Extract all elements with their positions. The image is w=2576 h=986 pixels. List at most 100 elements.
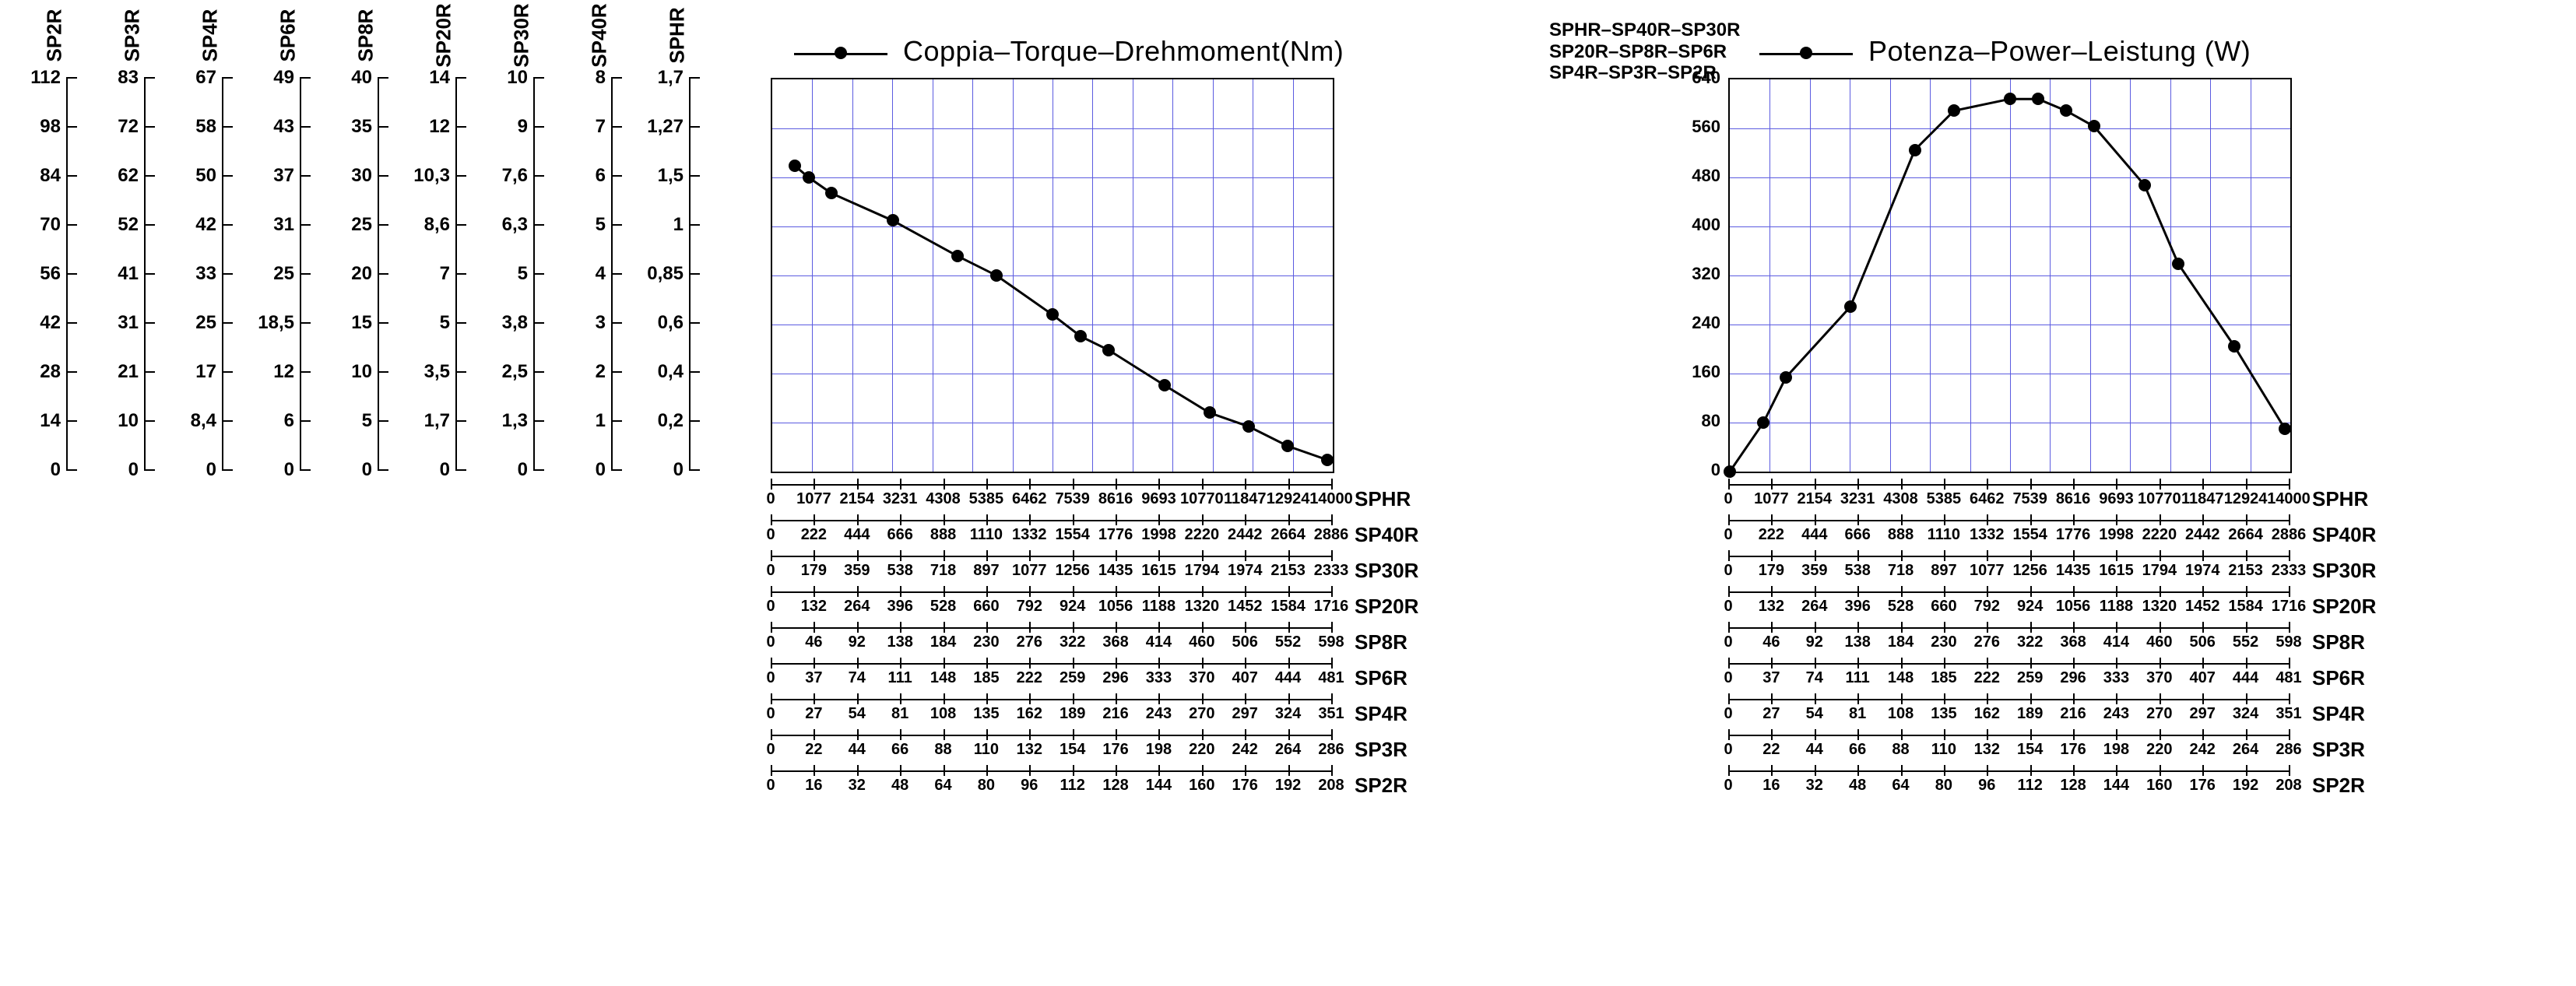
y-tick-label: 31 <box>118 312 139 334</box>
x-tick-mark <box>1202 479 1204 489</box>
x-tick-label: 230 <box>973 633 999 651</box>
x-tick-mark <box>2030 693 2032 704</box>
x-tick-mark <box>2073 479 2075 489</box>
x-tick-label: 0 <box>766 669 775 687</box>
data-point <box>2279 423 2291 435</box>
x-axis-sp2r: 0163248648096112128144160176192208SP2R <box>771 763 1440 798</box>
x-tick-mark <box>1245 479 1246 489</box>
x-tick-mark <box>1202 693 1204 704</box>
x-tick-label: 666 <box>887 526 912 544</box>
x-tick-mark <box>2246 622 2247 633</box>
x-tick-mark <box>2246 514 2247 525</box>
y-tick-label: 1,27 <box>647 116 684 138</box>
y-tick-label: 72 <box>118 116 139 138</box>
x-axis-sp20r: 0132264396528660792924105611881320145215… <box>1728 584 2398 619</box>
x-tick-label: 370 <box>2146 669 2172 687</box>
x-tick-mark <box>1073 729 1074 740</box>
x-tick-label: 1056 <box>1098 598 1133 616</box>
y-tick-label: 33 <box>195 263 216 285</box>
y-tick-label: 8,4 <box>191 410 216 432</box>
x-tick-mark <box>1728 729 1730 740</box>
y-tick-label: 0 <box>1682 460 1720 480</box>
x-tick-label: 481 <box>1318 669 1344 687</box>
x-tick-mark <box>814 729 815 740</box>
y-tick-label: 8 <box>596 67 606 89</box>
x-tick-label: 1256 <box>1055 562 1090 580</box>
data-point <box>990 269 1003 282</box>
data-point <box>1281 440 1294 452</box>
x-tick-mark <box>1728 693 1730 704</box>
x-tick-label: 2886 <box>1314 526 1349 544</box>
x-tick-mark <box>2202 658 2204 668</box>
y-tick-mark <box>300 371 311 373</box>
x-tick-label: 481 <box>2276 669 2301 687</box>
x-tick-label: 64 <box>1892 777 1909 795</box>
x-tick-mark <box>944 729 945 740</box>
x-tick-label: 96 <box>1021 777 1038 795</box>
x-tick-mark <box>1029 550 1031 561</box>
x-tick-label: 110 <box>1931 741 1956 759</box>
x-tick-mark <box>1331 693 1333 704</box>
x-tick-mark <box>771 693 772 704</box>
x-tick-mark <box>1815 479 1816 489</box>
y-tick-label: 56 <box>40 263 61 285</box>
x-tick-label: 7539 <box>2012 490 2047 508</box>
x-tick-label: 407 <box>2190 669 2216 687</box>
x-tick-label: 92 <box>849 633 866 651</box>
x-tick-label: 44 <box>1806 741 1823 759</box>
x-tick-label: 538 <box>887 562 912 580</box>
x-axis-name: SP30R <box>1355 559 1418 583</box>
y-tick-label: 67 <box>195 67 216 89</box>
x-tick-mark <box>2289 514 2290 525</box>
x-tick-mark <box>1944 658 1945 668</box>
x-tick-label: 1615 <box>2099 562 2134 580</box>
data-point <box>1909 144 1921 156</box>
y-tick-label: 4 <box>596 263 606 285</box>
x-tick-mark <box>1288 550 1290 561</box>
power-legend-text: SPHR–SP40R–SP30RSP20R–SP8R–SP6RSP4R–SP3R… <box>1549 19 1740 84</box>
x-tick-label: 216 <box>1102 705 1128 723</box>
x-tick-label: 460 <box>1189 633 1214 651</box>
x-tick-mark <box>986 622 988 633</box>
y-scale-sp8r: SP8R4035302520151050 <box>327 23 405 475</box>
x-tick-mark <box>1288 622 1290 633</box>
y-tick-mark <box>222 273 233 275</box>
y-tick-mark <box>300 224 311 226</box>
x-tick-mark <box>1728 765 1730 776</box>
y-tick-mark <box>689 77 700 79</box>
x-tick-label: 32 <box>1806 777 1823 795</box>
x-tick-label: 2664 <box>2228 526 2263 544</box>
x-tick-mark <box>1288 765 1290 776</box>
x-tick-mark <box>1857 658 1859 668</box>
y-tick-label: 14 <box>429 67 450 89</box>
x-tick-label: 1584 <box>1270 598 1306 616</box>
y-tick-mark <box>611 322 622 324</box>
x-tick-mark <box>2160 514 2161 525</box>
x-tick-mark <box>1331 514 1333 525</box>
y-tick-label: 17 <box>195 361 216 383</box>
x-tick-label: 189 <box>1060 705 1085 723</box>
x-tick-label: 112 <box>2018 777 2043 795</box>
x-tick-mark <box>814 514 815 525</box>
x-tick-label: 81 <box>891 705 908 723</box>
x-tick-mark <box>2289 729 2290 740</box>
x-tick-mark <box>771 550 772 561</box>
y-tick-label: 50 <box>195 165 216 187</box>
y-tick-label: 3 <box>596 312 606 334</box>
x-tick-label: 148 <box>1888 669 1914 687</box>
x-tick-label: 1332 <box>1012 526 1047 544</box>
x-tick-label: 5385 <box>969 490 1004 508</box>
x-tick-label: 184 <box>930 633 956 651</box>
x-tick-label: 264 <box>1801 598 1827 616</box>
y-tick-mark <box>533 77 544 79</box>
x-tick-mark <box>1987 658 1988 668</box>
x-axis-line <box>771 520 1331 521</box>
y-tick-mark <box>144 273 155 275</box>
y-tick-mark <box>378 322 388 324</box>
x-tick-label: 324 <box>2233 705 2258 723</box>
y-tick-mark <box>533 175 544 177</box>
x-tick-mark <box>857 658 859 668</box>
x-tick-label: 135 <box>1931 705 1956 723</box>
x-tick-label: 1110 <box>970 526 1003 544</box>
x-tick-mark <box>2030 479 2032 489</box>
